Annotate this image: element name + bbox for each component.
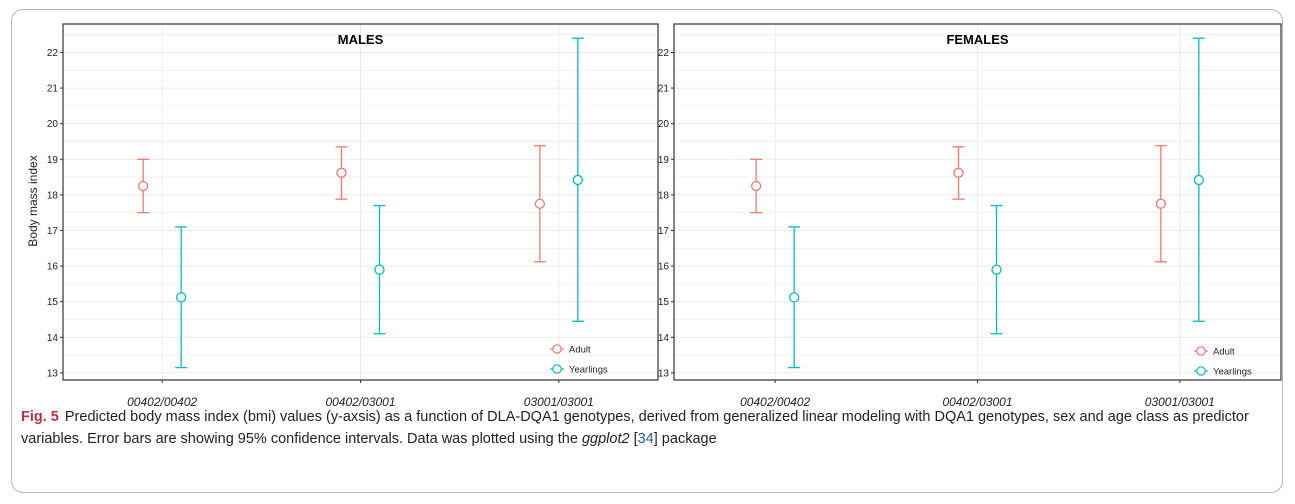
x-tick-label: 00402/00402 — [127, 395, 197, 409]
x-tick-label: 00402/00402 — [740, 395, 810, 409]
caption-text-1: Predicted body mass index (bmi) values (… — [21, 409, 1249, 447]
data-point — [176, 292, 187, 303]
y-tick-label: 15 — [658, 297, 670, 308]
caption-ref-close: ] — [653, 431, 658, 447]
data-point — [534, 198, 545, 209]
data-point — [1193, 174, 1204, 186]
y-tick-label: 17 — [658, 226, 670, 237]
legend-key-point — [552, 364, 562, 374]
legend-label: Adult — [569, 345, 591, 356]
data-point — [138, 180, 149, 192]
legend-label: Yearlings — [569, 365, 608, 376]
legend-key-point — [1196, 346, 1206, 356]
figure-caption: Fig. 5 Predicted body mass index (bmi) va… — [21, 406, 1271, 450]
caption-label: Fig. 5 — [21, 409, 59, 425]
y-tick-label: 13 — [658, 368, 670, 379]
caption-text-2: package — [657, 431, 717, 447]
caption-reference-link[interactable]: 34 — [637, 431, 654, 447]
y-tick-label: 20 — [47, 119, 59, 130]
y-axis-title: Body mass index — [26, 155, 40, 246]
x-tick-label: 03001/03001 — [1145, 395, 1215, 409]
legend-key-point — [1196, 366, 1206, 376]
y-tick-label: 21 — [47, 84, 59, 95]
y-tick-label: 20 — [658, 119, 670, 130]
panel-title: MALES — [338, 32, 384, 47]
males-panel: MALES 13 14 15 16 17 18 19 20 21 22 00402/00402 0040… — [47, 23, 659, 409]
y-tick-label: 13 — [47, 368, 59, 379]
y-tick-label: 22 — [658, 48, 670, 59]
y-tick-label: 18 — [47, 190, 59, 201]
legend-label: Yearlings — [1213, 367, 1252, 378]
y-tick-label: 16 — [658, 262, 670, 273]
data-point — [336, 167, 347, 178]
data-point — [1155, 198, 1166, 209]
x-tick-label: 00402/03001 — [325, 395, 395, 409]
data-point — [751, 180, 762, 192]
y-tick-label: 14 — [658, 333, 670, 344]
y-tick-label: 19 — [47, 155, 59, 166]
data-point — [374, 264, 385, 275]
legend-key-point — [552, 344, 562, 354]
y-tick-label: 18 — [658, 190, 670, 201]
legend-label: Adult — [1213, 347, 1235, 358]
y-tick-label: 21 — [658, 84, 670, 95]
data-point — [572, 174, 583, 186]
data-point — [953, 167, 964, 178]
panel-title: FEMALES — [946, 32, 1008, 47]
data-point — [991, 264, 1002, 275]
caption-ref-open: [ — [629, 431, 638, 447]
y-tick-label: 17 — [47, 226, 59, 237]
data-point — [789, 292, 800, 303]
y-tick-label: 14 — [47, 333, 59, 344]
y-tick-label: 19 — [658, 155, 670, 166]
figure-frame — [11, 9, 1283, 493]
x-tick-label: 00402/03001 — [942, 395, 1012, 409]
caption-italic-package: ggplot2 — [581, 431, 630, 447]
y-tick-label: 16 — [47, 262, 59, 273]
x-tick-label: 03001/03001 — [524, 395, 594, 409]
y-tick-label: 15 — [47, 297, 59, 308]
females-panel: FEMALES 13 14 15 16 17 18 19 20 21 22 00402/00402 00… — [658, 23, 1282, 409]
y-tick-label: 22 — [47, 48, 59, 59]
